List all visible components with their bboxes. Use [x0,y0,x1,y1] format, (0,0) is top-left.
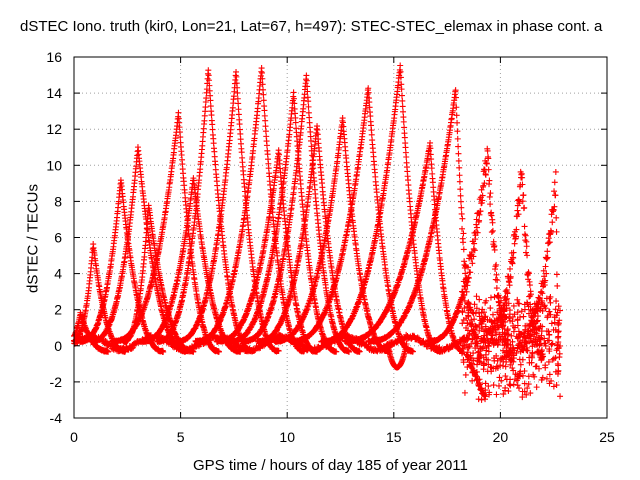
data-point [235,106,242,113]
data-point [305,98,312,105]
data-point [237,130,244,137]
data-point [175,109,182,116]
chart-title: dSTEC Iono. truth (kir0, Lon=21, Lat=67,… [20,18,603,35]
data-points [71,62,564,403]
data-point [397,62,404,69]
data-point [427,139,434,146]
data-point [428,156,435,163]
data-point [205,67,212,74]
data-point [261,107,268,114]
data-point [209,126,216,133]
data-point [215,348,222,355]
data-point [368,131,375,138]
data-point [160,348,167,355]
data-point [401,134,408,141]
data-point [262,117,269,124]
data-point [402,144,409,151]
data-point [235,111,242,118]
grid-lines [74,57,607,418]
data-point [262,128,269,135]
data-point [303,72,310,79]
data-point [207,103,214,110]
data-point [233,73,240,80]
data-point [260,91,267,98]
data-point [400,108,407,115]
data-point [398,92,405,99]
data-point [235,100,242,107]
data-point [367,113,374,120]
data-point [400,118,407,125]
data-point [208,112,215,119]
data-point [236,121,243,128]
data-point [258,69,265,76]
data-point [209,121,216,128]
data-point [177,134,184,141]
data-point [234,89,241,96]
data-point [290,89,297,96]
data-point [263,142,270,149]
data-point [238,149,245,156]
data-point [399,103,406,110]
data-point [399,97,406,104]
data-point [403,154,410,161]
data-point [105,348,112,355]
data-point [428,165,435,172]
